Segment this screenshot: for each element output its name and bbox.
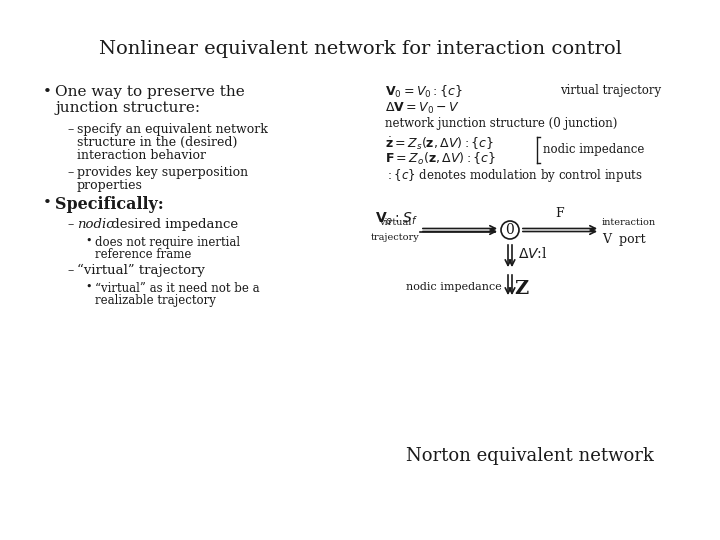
- Text: •: •: [85, 236, 91, 246]
- Text: virtual trajectory: virtual trajectory: [560, 84, 661, 97]
- Text: trajectory: trajectory: [371, 233, 419, 242]
- Text: Specifically:: Specifically:: [55, 196, 163, 213]
- Text: nodic: nodic: [77, 218, 114, 231]
- Text: •: •: [43, 196, 52, 210]
- Text: properties: properties: [77, 179, 143, 192]
- Text: Nonlinear equivalent network for interaction control: Nonlinear equivalent network for interac…: [99, 40, 621, 58]
- Text: 0: 0: [505, 223, 514, 237]
- Text: interaction: interaction: [602, 218, 656, 227]
- Text: virtual: virtual: [379, 218, 411, 227]
- Text: $\mathbf{V}_0 = V_0 : \{c\}$: $\mathbf{V}_0 = V_0 : \{c\}$: [385, 84, 463, 100]
- Text: nodic impedance: nodic impedance: [543, 144, 644, 157]
- Text: desired impedance: desired impedance: [107, 218, 238, 231]
- Text: junction structure:: junction structure:: [55, 101, 200, 115]
- Text: $\Delta V$:l: $\Delta V$:l: [518, 246, 548, 260]
- Text: $\dot{\mathbf{z}} = Z_s(\mathbf{z},\Delta V): \{c\}$: $\dot{\mathbf{z}} = Z_s(\mathbf{z},\Delt…: [385, 135, 494, 152]
- Text: –: –: [67, 218, 73, 231]
- Text: “virtual” trajectory: “virtual” trajectory: [77, 264, 205, 277]
- Text: network junction structure (0 junction): network junction structure (0 junction): [385, 117, 617, 130]
- Text: realizable trajectory: realizable trajectory: [95, 294, 216, 307]
- Text: interaction behavior: interaction behavior: [77, 149, 206, 162]
- Text: $\mathbf{F} = Z_o(\mathbf{z},\Delta V): \{c\}$: $\mathbf{F} = Z_o(\mathbf{z},\Delta V): …: [385, 151, 496, 167]
- Text: $\Delta \mathbf{V} = V_0 - V$: $\Delta \mathbf{V} = V_0 - V$: [385, 101, 459, 116]
- Text: $:\{c\}$ denotes modulation by control inputs: $:\{c\}$ denotes modulation by control i…: [385, 167, 643, 184]
- Text: Z: Z: [514, 280, 528, 298]
- Text: –: –: [67, 123, 73, 136]
- Text: specify an equivalent network: specify an equivalent network: [77, 123, 268, 136]
- Text: –: –: [67, 166, 73, 179]
- Text: reference frame: reference frame: [95, 248, 192, 261]
- Text: •: •: [85, 282, 91, 292]
- Text: $\mathbf{V}_o{:}S_f$: $\mathbf{V}_o{:}S_f$: [375, 211, 418, 227]
- Text: does not require inertial: does not require inertial: [95, 236, 240, 249]
- Text: nodic impedance: nodic impedance: [406, 282, 502, 292]
- Text: Norton equivalent network: Norton equivalent network: [406, 447, 654, 465]
- Text: –: –: [67, 264, 73, 277]
- Text: One way to preserve the: One way to preserve the: [55, 85, 245, 99]
- Ellipse shape: [501, 221, 519, 239]
- Text: “virtual” as it need not be a: “virtual” as it need not be a: [95, 282, 260, 295]
- Text: F: F: [556, 207, 564, 220]
- Text: •: •: [43, 85, 52, 99]
- Text: structure in the (desired): structure in the (desired): [77, 136, 238, 149]
- Text: V  port: V port: [602, 233, 646, 246]
- Text: provides key superposition: provides key superposition: [77, 166, 248, 179]
